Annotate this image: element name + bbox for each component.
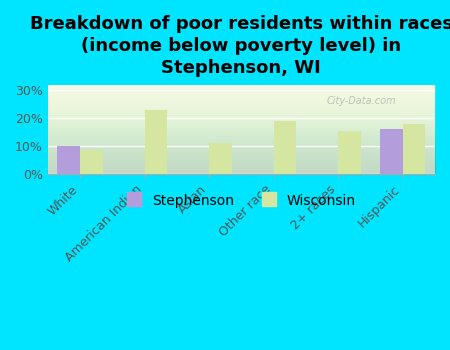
Bar — [209, 143, 232, 174]
Legend: Stephenson, Wisconsin: Stephenson, Wisconsin — [122, 188, 361, 213]
Bar — [274, 121, 296, 174]
Title: Breakdown of poor residents within races
(income below poverty level) in
Stephen: Breakdown of poor residents within races… — [30, 15, 450, 77]
Text: City-Data.com: City-Data.com — [327, 96, 396, 106]
Bar — [144, 110, 167, 174]
Bar — [80, 150, 103, 174]
Bar — [58, 146, 80, 174]
Bar — [338, 131, 361, 174]
Bar — [380, 129, 403, 174]
Bar — [403, 124, 425, 174]
